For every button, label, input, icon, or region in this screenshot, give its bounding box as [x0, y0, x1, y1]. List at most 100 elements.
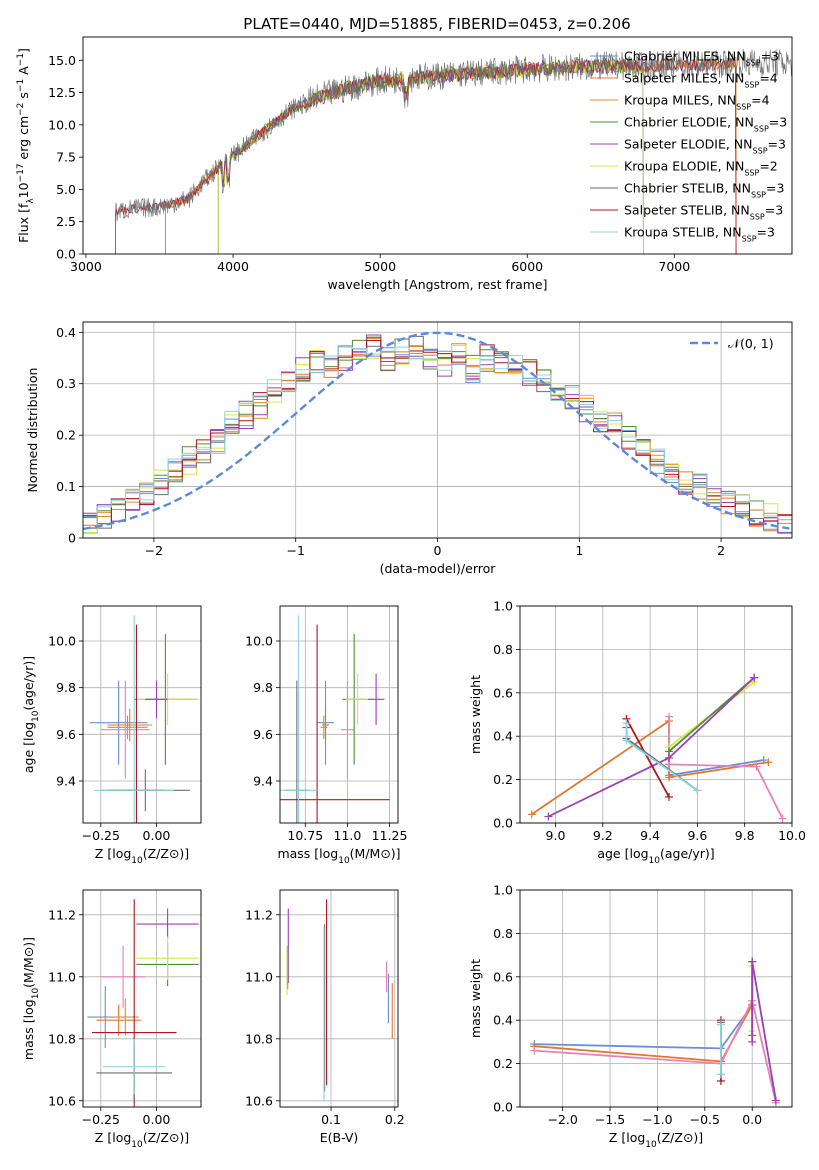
weight_vs_Z-ytick-label: 0.8	[493, 926, 513, 941]
mass_vs_Z-point	[136, 908, 199, 940]
mass_vs_Z-xlabel: Z [log10(Z/Z⊙)]	[95, 1130, 189, 1150]
age_vs_mass-ytick-label: 9.8	[253, 680, 273, 695]
gaussian-curve	[83, 331, 790, 531]
weight_vs_age-marker	[544, 812, 553, 821]
spectrum-ytick-label: 12.5	[48, 85, 76, 100]
weight_vs_age-ylabel: mass weight	[468, 675, 483, 754]
weight_vs_age-series-chabrier-miles	[668, 759, 764, 777]
weight_vs_age-xtick-label: 9.0	[546, 828, 566, 843]
age_vs_mass-point	[322, 708, 329, 742]
mass_vs_Z-ytick-label: 11.2	[48, 907, 76, 922]
age_vs_Z-ytick-label: 9.8	[56, 680, 76, 695]
spectrum-xtick-label: 4000	[217, 259, 249, 274]
weight_vs_Z-ylabel: mass weight	[468, 959, 483, 1038]
weight_vs_Z-marker	[716, 1070, 725, 1079]
weight_vs_Z-ytick-label: 0.4	[493, 1013, 513, 1028]
residuals-ytick-label: 0.4	[56, 325, 76, 340]
residuals-ytick-label: 0.1	[56, 479, 76, 494]
spectrum-ytick-label: 15.0	[48, 53, 76, 68]
weight_vs_age-ytick-label: 1.0	[493, 599, 513, 614]
weight_vs_age-marker	[752, 762, 761, 771]
mass_vs_Z-frame	[82, 889, 202, 1108]
spectrum-legend-label: Kroupa MILES, NNSSP=4	[624, 93, 770, 112]
age_vs_mass-point	[280, 615, 318, 823]
age_vs_Z-point	[107, 715, 148, 739]
spectrum-frame	[82, 36, 793, 255]
weight_vs_Z-axes: −2.0 −1.5 −1.0 −0.5 0.0 0.0 0.2 0.4 0.6 0.8 1.0 Z […	[468, 883, 793, 1150]
weight_vs_age-series-salpeter-stelib	[625, 718, 670, 798]
weight_vs_age-ytick-label: 0.0	[493, 816, 513, 831]
weight_vs_Z-xlabel: Z [log10(Z/Z⊙)]	[609, 1130, 703, 1150]
weight_vs_Z-marker	[748, 957, 757, 966]
age_vs_Z-frame	[82, 605, 202, 824]
weight_vs_age-xtick-label: 9.2	[593, 828, 613, 843]
mass_vs_ebv-ytick-label: 10.8	[245, 1031, 273, 1046]
mass_vs_Z-ytick-label: 10.6	[48, 1093, 76, 1108]
weight_vs_Z-marker	[716, 1020, 725, 1029]
spectrum-axes: 3000 4000 5000 6000 7000 0.0 2.5 5.0 7.5 10.0 12.5…	[16, 36, 793, 292]
residual-histogram-kroupa-stelib	[83, 346, 792, 534]
mass_vs_ebv-ytick-label: 11.0	[245, 969, 273, 984]
mass_vs_ebv-ytick-label: 11.2	[245, 907, 273, 922]
mass_vs_Z-point	[136, 936, 199, 980]
residuals-ylabel: Normed distribution	[25, 368, 40, 493]
figure-title: PLATE=0440, MJD=51885, FIBERID=0453, z=0…	[243, 15, 630, 33]
spectrum-ytick-label: 7.5	[56, 150, 76, 165]
residual-histogram-salpeter-elodie	[83, 334, 792, 534]
weight_vs_Z-marker	[748, 1037, 757, 1046]
weight_vs_Z-xtick-label: −0.5	[690, 1112, 720, 1127]
mass_vs_ebv-xlabel: E(B-V)	[320, 1130, 359, 1145]
weight_vs_Z-xtick-label: −1.5	[595, 1112, 625, 1127]
age_vs_mass-point	[340, 680, 355, 779]
age_vs_mass-ytick-label: 9.6	[253, 727, 273, 742]
weight_vs_age-marker	[778, 814, 787, 823]
age_vs_mass-ytick-label: 9.4	[253, 774, 273, 789]
spectrum-xtick-label: 7000	[658, 259, 690, 274]
residuals-xtick-label: −2	[145, 543, 163, 558]
spectrum-series-salpeter-stelib	[115, 57, 737, 254]
age_vs_mass-xtick-label: 10.75	[287, 828, 323, 843]
weight_vs_age-marker	[693, 786, 702, 795]
spectrum-ytick-label: 10.0	[48, 117, 76, 132]
weight_vs_age-marker	[665, 753, 674, 762]
age_vs_Z-xtick-label: 0.00	[143, 828, 171, 843]
residuals-xtick-label: 0	[434, 543, 442, 558]
weight_vs_Z-xtick-label: −1.0	[642, 1112, 672, 1127]
residuals-legend-label: 𝒩(0, 1)	[728, 336, 774, 351]
spectrum-plot-area	[115, 48, 792, 254]
age_vs_mass-xlabel: mass [log10(M/M⊙)]	[277, 846, 400, 866]
spectrum-legend-label: Chabrier STELIB, NNSSP=3	[624, 181, 784, 200]
age_vs_mass-axes: 10.75 11.0 11.25 9.4 9.6 9.8 10.0 mass [log10(M…	[245, 605, 408, 866]
weight_vs_Z-ytick-label: 1.0	[493, 883, 513, 898]
weight_vs_age-ytick-label: 0.2	[493, 772, 513, 787]
residuals-ytick-label: 0	[68, 531, 76, 546]
age_vs_mass-xtick-label: 11.25	[372, 828, 408, 843]
weight_vs_Z-marker	[530, 1046, 539, 1055]
age_vs_mass-point	[367, 673, 385, 725]
mass_vs_ebv-xtick-label: 0.1	[321, 1112, 341, 1127]
spectrum-legend-label: Salpeter STELIB, NNSSP=3	[624, 203, 783, 222]
age_vs_Z-ytick-label: 10.0	[48, 634, 76, 649]
age_vs_mass-point	[345, 673, 370, 725]
age_vs_mass-xtick-label: 11.0	[334, 828, 362, 843]
weight_vs_Z-marker	[771, 1096, 780, 1105]
weight_vs_age-xtick-label: 9.4	[640, 828, 660, 843]
weight_vs_age-marker	[665, 712, 674, 721]
spectrum-xtick-label: 6000	[511, 259, 543, 274]
mass_vs_Z-ytick-label: 11.0	[48, 969, 76, 984]
age_vs_mass-point	[320, 715, 328, 739]
age_vs_Z-ylabel: age [log10(age/yr)]	[21, 656, 41, 773]
weight_vs_age-xtick-label: 9.6	[687, 828, 707, 843]
weight_vs_age-series-salpeter-elodie	[548, 676, 755, 818]
spectrum-xtick-label: 5000	[364, 259, 396, 274]
residuals-xtick-label: −1	[286, 543, 304, 558]
weight_vs_age-marker	[665, 773, 674, 782]
age_vs_Z-axes: −0.25 0.00 9.4 9.6 9.8 10.0 Z [log10(Z/Z⊙)] age…	[21, 605, 202, 866]
spectrum-legend: Chabrier MILES, NNSSP=3 Salpeter MILES, N…	[590, 49, 787, 243]
weight_vs_age-marker	[750, 673, 759, 682]
weight_vs_age-xtick-label: 9.8	[735, 828, 755, 843]
weight_vs_age-marker	[622, 736, 631, 745]
weight_vs_age-axes: 9.0 9.2 9.4 9.6 9.8 10.0 0.0 0.2 0.4 0.6 0.8 1.0 age…	[468, 599, 806, 867]
mass_vs_Z-plot-area	[87, 899, 199, 1107]
weight_vs_Z-series-chabrier-miles	[534, 1004, 753, 1050]
